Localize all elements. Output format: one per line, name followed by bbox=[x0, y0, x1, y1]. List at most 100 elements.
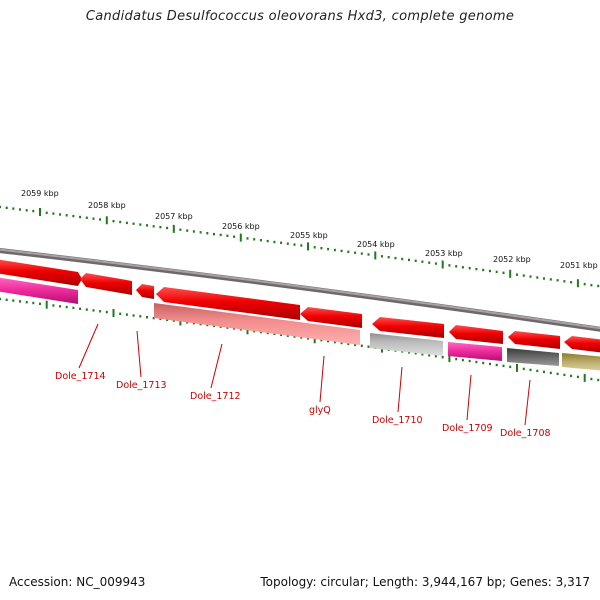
gene-feature[interactable] bbox=[80, 273, 132, 295]
minor-tick bbox=[273, 240, 276, 244]
minor-tick bbox=[92, 217, 95, 220]
minor-tick bbox=[253, 330, 256, 333]
gene-label[interactable]: Dole_1713 bbox=[116, 380, 167, 391]
minor-tick bbox=[45, 211, 48, 214]
minor-tick bbox=[434, 262, 437, 265]
outer-scale-ticks bbox=[0, 205, 600, 288]
minor-tick bbox=[556, 279, 559, 282]
gene-feature[interactable] bbox=[562, 353, 600, 371]
minor-tick bbox=[166, 226, 169, 230]
minor-tick bbox=[354, 343, 357, 347]
minor-tick bbox=[570, 281, 573, 284]
gene-feature[interactable] bbox=[0, 259, 82, 286]
minor-tick bbox=[280, 241, 283, 244]
minor-tick bbox=[59, 305, 62, 308]
minor-tick bbox=[489, 269, 491, 273]
gene-label[interactable]: Dole_1712 bbox=[190, 391, 241, 402]
minor-tick bbox=[206, 232, 209, 235]
minor-tick bbox=[99, 218, 102, 221]
minor-tick bbox=[112, 220, 115, 223]
minor-tick bbox=[192, 230, 195, 233]
reverse-strand-features bbox=[0, 277, 600, 371]
minor-tick bbox=[146, 224, 148, 227]
gene-feature[interactable] bbox=[508, 331, 560, 349]
gene-feature[interactable] bbox=[370, 333, 443, 356]
minor-tick bbox=[85, 308, 88, 311]
minor-tick bbox=[259, 330, 262, 334]
major-tick bbox=[239, 233, 242, 242]
minor-tick bbox=[72, 306, 75, 310]
major-tick bbox=[172, 224, 175, 233]
minor-tick bbox=[25, 301, 28, 304]
minor-tick bbox=[597, 378, 600, 382]
minor-tick bbox=[259, 239, 262, 242]
minor-tick bbox=[206, 323, 209, 327]
minor-tick bbox=[65, 305, 68, 309]
minor-tick bbox=[381, 255, 383, 258]
gene-feature[interactable] bbox=[448, 342, 502, 361]
minor-tick bbox=[52, 212, 55, 215]
minor-tick bbox=[590, 283, 593, 287]
minor-tick bbox=[408, 258, 410, 262]
minor-tick bbox=[347, 250, 350, 253]
minor-tick bbox=[233, 235, 236, 238]
minor-tick bbox=[563, 280, 566, 283]
minor-tick bbox=[475, 360, 478, 364]
minor-tick bbox=[99, 310, 102, 313]
minor-tick bbox=[105, 310, 108, 314]
scale-label: 2053 kbp bbox=[425, 249, 463, 258]
minor-tick bbox=[213, 232, 215, 236]
minor-tick bbox=[387, 256, 390, 259]
minor-tick bbox=[246, 237, 249, 240]
gene-feature[interactable] bbox=[0, 277, 78, 304]
gene-label[interactable]: Dole_1714 bbox=[55, 371, 106, 382]
minor-tick bbox=[421, 260, 424, 263]
major-tick bbox=[516, 363, 518, 372]
minor-tick bbox=[597, 284, 600, 288]
minor-tick bbox=[266, 331, 269, 335]
minor-tick bbox=[327, 247, 330, 251]
minor-tick bbox=[549, 371, 552, 375]
minor-tick bbox=[39, 302, 41, 305]
minor-tick bbox=[307, 337, 309, 340]
minor-tick bbox=[461, 358, 464, 362]
gene-label[interactable]: Dole_1709 bbox=[442, 423, 493, 434]
minor-tick bbox=[502, 364, 505, 368]
gene-feature[interactable] bbox=[449, 325, 503, 344]
genome-title: Candidatus Desulfococcus oleovorans Hxd3… bbox=[85, 9, 515, 24]
minor-tick bbox=[536, 369, 539, 373]
minor-tick bbox=[340, 341, 343, 345]
gene-feature[interactable] bbox=[507, 348, 559, 366]
minor-tick bbox=[367, 345, 370, 348]
major-tick bbox=[112, 309, 115, 317]
minor-tick bbox=[394, 256, 397, 260]
major-tick bbox=[509, 269, 512, 278]
minor-tick bbox=[159, 317, 162, 321]
minor-tick bbox=[516, 273, 518, 276]
minor-tick bbox=[92, 309, 95, 312]
gene-label[interactable]: Dole_1710 bbox=[372, 415, 423, 426]
minor-tick bbox=[139, 223, 142, 226]
gene-feature[interactable] bbox=[156, 287, 300, 320]
gene-feature[interactable] bbox=[136, 284, 154, 299]
minor-tick bbox=[186, 229, 189, 232]
minor-tick bbox=[125, 313, 128, 316]
minor-tick bbox=[300, 336, 303, 339]
minor-tick bbox=[333, 248, 336, 252]
minor-tick bbox=[327, 340, 330, 343]
minor-tick bbox=[556, 372, 559, 376]
major-tick bbox=[307, 242, 309, 251]
gene-feature[interactable] bbox=[300, 307, 362, 328]
minor-tick bbox=[186, 321, 189, 324]
minor-tick bbox=[543, 277, 545, 280]
gene-label[interactable]: Dole_1708 bbox=[500, 428, 551, 439]
major-tick bbox=[576, 279, 579, 288]
minor-tick bbox=[286, 334, 289, 337]
genome-summary-text: Topology: circular; Length: 3,944,167 bp… bbox=[260, 575, 590, 589]
minor-tick bbox=[152, 225, 155, 228]
gene-feature[interactable] bbox=[372, 317, 444, 338]
minor-tick bbox=[233, 327, 236, 330]
gene-feature[interactable] bbox=[154, 303, 360, 345]
gene-label[interactable]: glyQ bbox=[309, 405, 331, 416]
gene-feature[interactable] bbox=[564, 336, 600, 353]
